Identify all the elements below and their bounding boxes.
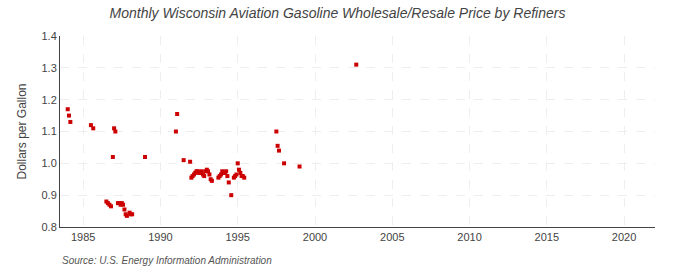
svg-text:1.0: 1.0 xyxy=(42,157,57,169)
svg-text:0.8: 0.8 xyxy=(42,221,57,233)
svg-text:1990: 1990 xyxy=(148,231,172,243)
svg-text:1.3: 1.3 xyxy=(42,62,57,74)
svg-text:2005: 2005 xyxy=(380,231,404,243)
svg-text:Source: U.S. Energy Informatio: Source: U.S. Energy Information Administ… xyxy=(62,255,272,266)
svg-text:Monthly Wisconsin Aviation Gas: Monthly Wisconsin Aviation Gasoline Whol… xyxy=(110,5,566,21)
svg-text:1.4: 1.4 xyxy=(42,30,57,42)
svg-text:1995: 1995 xyxy=(225,231,249,243)
svg-text:2015: 2015 xyxy=(535,231,559,243)
svg-text:2020: 2020 xyxy=(612,231,636,243)
svg-text:1.1: 1.1 xyxy=(42,125,57,137)
svg-text:2000: 2000 xyxy=(303,231,327,243)
svg-text:Dollars per Gallon: Dollars per Gallon xyxy=(15,83,29,179)
svg-text:2010: 2010 xyxy=(457,231,481,243)
svg-text:1.2: 1.2 xyxy=(42,94,57,106)
svg-text:1985: 1985 xyxy=(71,231,95,243)
svg-text:0.9: 0.9 xyxy=(42,189,57,201)
